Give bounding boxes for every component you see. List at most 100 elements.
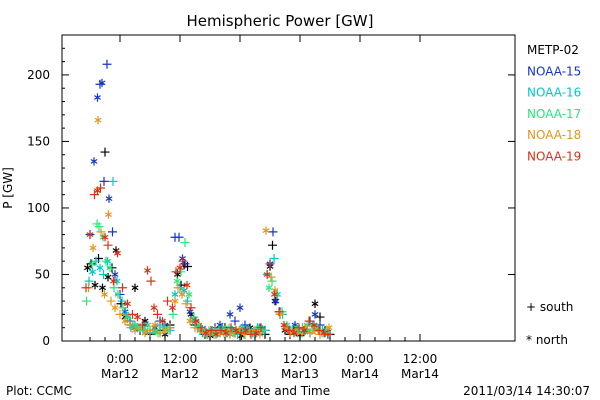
data-point-north: [94, 115, 102, 125]
data-point-north: [310, 320, 318, 330]
data-point-north: [185, 290, 193, 299]
y-tick-label: 0: [42, 334, 50, 348]
data-point-north: [176, 263, 184, 273]
data-point-south: [315, 312, 325, 322]
data-point-north: [99, 283, 106, 292]
data-point-north: [173, 276, 181, 286]
legend-entry: NOAA-15: [527, 64, 581, 78]
data-point-south: [163, 296, 172, 306]
data-point-south: [118, 283, 127, 293]
data-point-south: [171, 267, 181, 277]
x-tick-date-label: Mar12: [161, 367, 199, 381]
data-point-south: [146, 276, 156, 286]
data-point-south: [216, 325, 226, 335]
data-point-south: [91, 256, 101, 266]
data-point-south: [165, 323, 175, 333]
data-point-south: [96, 183, 105, 193]
legend-south-marker: + south: [526, 300, 573, 314]
data-point-north: [192, 316, 200, 326]
data-point-north: [161, 326, 169, 335]
data-point-south: [305, 328, 315, 338]
data-point-south: [315, 329, 325, 339]
data-point-north: [222, 328, 230, 338]
data-point-south: [100, 147, 110, 157]
data-point-south: [226, 323, 236, 333]
data-point-north: [96, 263, 104, 273]
data-point-north: [252, 328, 260, 338]
data-point-north: [262, 226, 270, 235]
data-point-north: [141, 328, 149, 338]
legend-north-marker: * north: [526, 333, 568, 347]
data-point-south: [99, 176, 109, 186]
data-point-north: [111, 270, 119, 279]
data-point-north: [178, 290, 186, 299]
legend-entry: NOAA-17: [527, 107, 581, 121]
data-point-north: [84, 263, 91, 273]
data-point-north: [171, 296, 179, 306]
x-tick-date-label: Mar14: [401, 367, 439, 381]
data-point-south: [206, 325, 216, 335]
data-point-north: [114, 248, 121, 258]
x-axis-label: Date and Time: [242, 384, 330, 398]
data-point-north: [236, 303, 244, 312]
data-point-north: [98, 78, 106, 88]
x-tick-date-label: Mar13: [281, 367, 319, 381]
footer-source: Plot: CCMC: [6, 384, 72, 398]
data-point-south: [186, 303, 196, 313]
y-tick-label: 150: [27, 134, 50, 148]
legend-entry: NOAA-16: [527, 86, 581, 100]
x-tick-date-label: Mar14: [341, 367, 379, 381]
data-point-south: [155, 328, 165, 338]
data-point-south: [153, 309, 162, 319]
data-point-south: [268, 240, 277, 250]
data-point-north: [272, 296, 280, 306]
data-point-north: [271, 290, 278, 299]
data-point-north: [90, 157, 98, 166]
data-point-south: [115, 309, 125, 319]
data-point-north: [91, 280, 99, 290]
data-point-north: [111, 303, 119, 312]
data-point-south: [101, 256, 111, 266]
y-axis: 0 50 100 150 200: [27, 47, 515, 348]
data-point-north: [311, 310, 319, 319]
data-point-south: [180, 238, 190, 248]
x-axis: 0:00Mar1212:00Mar120:00Mar1312:00Mar130:…: [89, 35, 439, 381]
data-point-north: [121, 316, 129, 326]
data-point-north: [105, 194, 113, 203]
data-point-north: [311, 299, 319, 308]
data-point-south: [274, 307, 284, 317]
y-tick-label: 200: [27, 68, 50, 82]
data-point-south: [294, 323, 304, 333]
data-point-north: [86, 230, 94, 239]
data-point-north: [101, 233, 109, 242]
data-point-north: [101, 290, 108, 299]
data-point-south: [323, 329, 333, 339]
x-tick-time-label: 12:00: [163, 352, 198, 366]
data-point-south: [304, 316, 314, 326]
data-point-south: [297, 328, 307, 338]
x-tick-time-label: 0:00: [347, 352, 374, 366]
data-point-north: [180, 260, 188, 270]
x-tick-time-label: 0:00: [107, 352, 134, 366]
data-point-south: [138, 320, 147, 330]
data-point-south: [108, 227, 117, 237]
data-point-north: [131, 283, 139, 292]
data-point-south: [117, 296, 127, 306]
data-point-south: [118, 303, 128, 313]
legend: METP-02 NOAA-15 NOAA-16 NOAA-17 NOAA-18 NOAA-…: [527, 43, 581, 164]
data-point-south: [196, 323, 206, 333]
data-point-south: [145, 325, 155, 335]
data-point-south: [314, 325, 324, 335]
data-point-south: [230, 316, 240, 326]
data-point-north: [242, 326, 250, 335]
data-point-north: [186, 307, 194, 316]
legend-entry: METP-02: [527, 43, 579, 57]
data-point-south: [82, 296, 91, 306]
plot-frame: [61, 34, 516, 342]
data-point-south: [81, 283, 91, 293]
data-point-north: [110, 276, 117, 286]
data-point-north: [325, 323, 333, 332]
data-point-north: [183, 280, 191, 290]
x-tick-date-label: Mar12: [101, 367, 139, 381]
